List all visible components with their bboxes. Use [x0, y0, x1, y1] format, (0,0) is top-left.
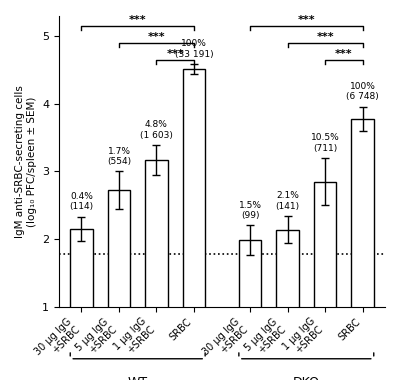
- Bar: [351, 119, 374, 374]
- Text: 0.4%
(114): 0.4% (114): [70, 192, 94, 211]
- Text: 100%
(6 748): 100% (6 748): [346, 82, 379, 101]
- Bar: [70, 229, 93, 374]
- Text: 100%
(33 191): 100% (33 191): [174, 39, 213, 59]
- Bar: [145, 160, 168, 374]
- Text: WT: WT: [128, 376, 148, 380]
- Y-axis label: IgM anti-SRBC-secreting cells
(log₁₀ PFC/spleen ± SEM): IgM anti-SRBC-secreting cells (log₁₀ PFC…: [15, 85, 37, 238]
- Text: 4.8%
(1 603): 4.8% (1 603): [140, 120, 173, 140]
- Text: 1.5%
(99): 1.5% (99): [239, 201, 262, 220]
- Text: ***: ***: [335, 49, 352, 59]
- Text: DKO: DKO: [293, 376, 320, 380]
- Bar: [314, 182, 336, 374]
- Text: ***: ***: [148, 32, 165, 42]
- Text: 1.7%
(554): 1.7% (554): [107, 147, 131, 166]
- Bar: [239, 240, 261, 374]
- Bar: [183, 69, 205, 374]
- Text: ***: ***: [166, 49, 184, 59]
- Bar: [108, 190, 130, 374]
- Text: ***: ***: [316, 32, 334, 42]
- Bar: [276, 230, 299, 374]
- Text: ***: ***: [298, 15, 315, 25]
- Text: 10.5%
(711): 10.5% (711): [311, 133, 340, 152]
- Text: ***: ***: [129, 15, 146, 25]
- Text: 2.1%
(141): 2.1% (141): [276, 191, 300, 211]
